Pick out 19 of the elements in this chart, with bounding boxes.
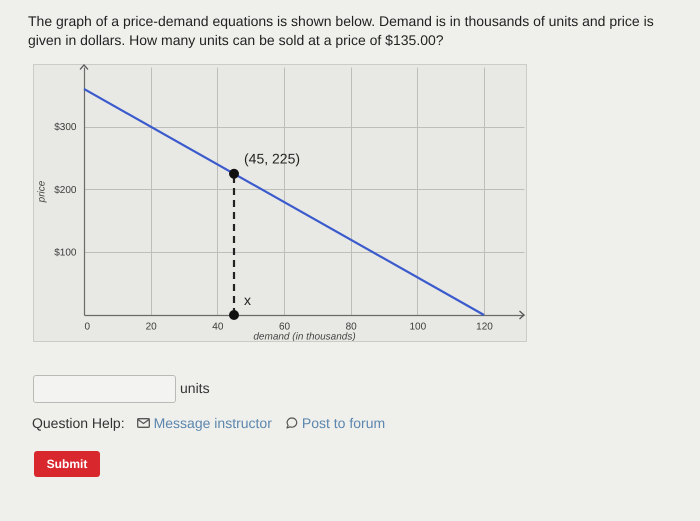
- y-tick-label: $300: [54, 122, 77, 134]
- x-tick-label: 20: [146, 322, 158, 332]
- x-tick-label: 0: [84, 322, 90, 332]
- chart-title: The graph of a price-demand equations is shown below. Demand is in thousands of units and price is given in dollars. How many units can be sold at a price of $135.00?: [28, 12, 655, 50]
- text: Question Help:: [32, 415, 125, 431]
- x-tick-label: 60: [278, 322, 290, 332]
- text: Message instructor: [154, 415, 272, 431]
- annotation: (45, 225): [244, 150, 300, 167]
- x-tick-label: 40: [212, 322, 224, 332]
- x-tick-label: 120: [476, 322, 494, 332]
- y-tick-label: $100: [54, 248, 77, 259]
- y-tick-label: $200: [54, 184, 77, 196]
- x-tick-label: 100: [409, 322, 427, 332]
- annotation: x: [244, 292, 251, 308]
- x-tick-label: 80: [346, 322, 358, 332]
- text: Post to forum: [302, 415, 386, 431]
- button: Submit: [34, 451, 100, 477]
- text: units: [180, 380, 210, 396]
- y-axis-title: price: [36, 180, 48, 204]
